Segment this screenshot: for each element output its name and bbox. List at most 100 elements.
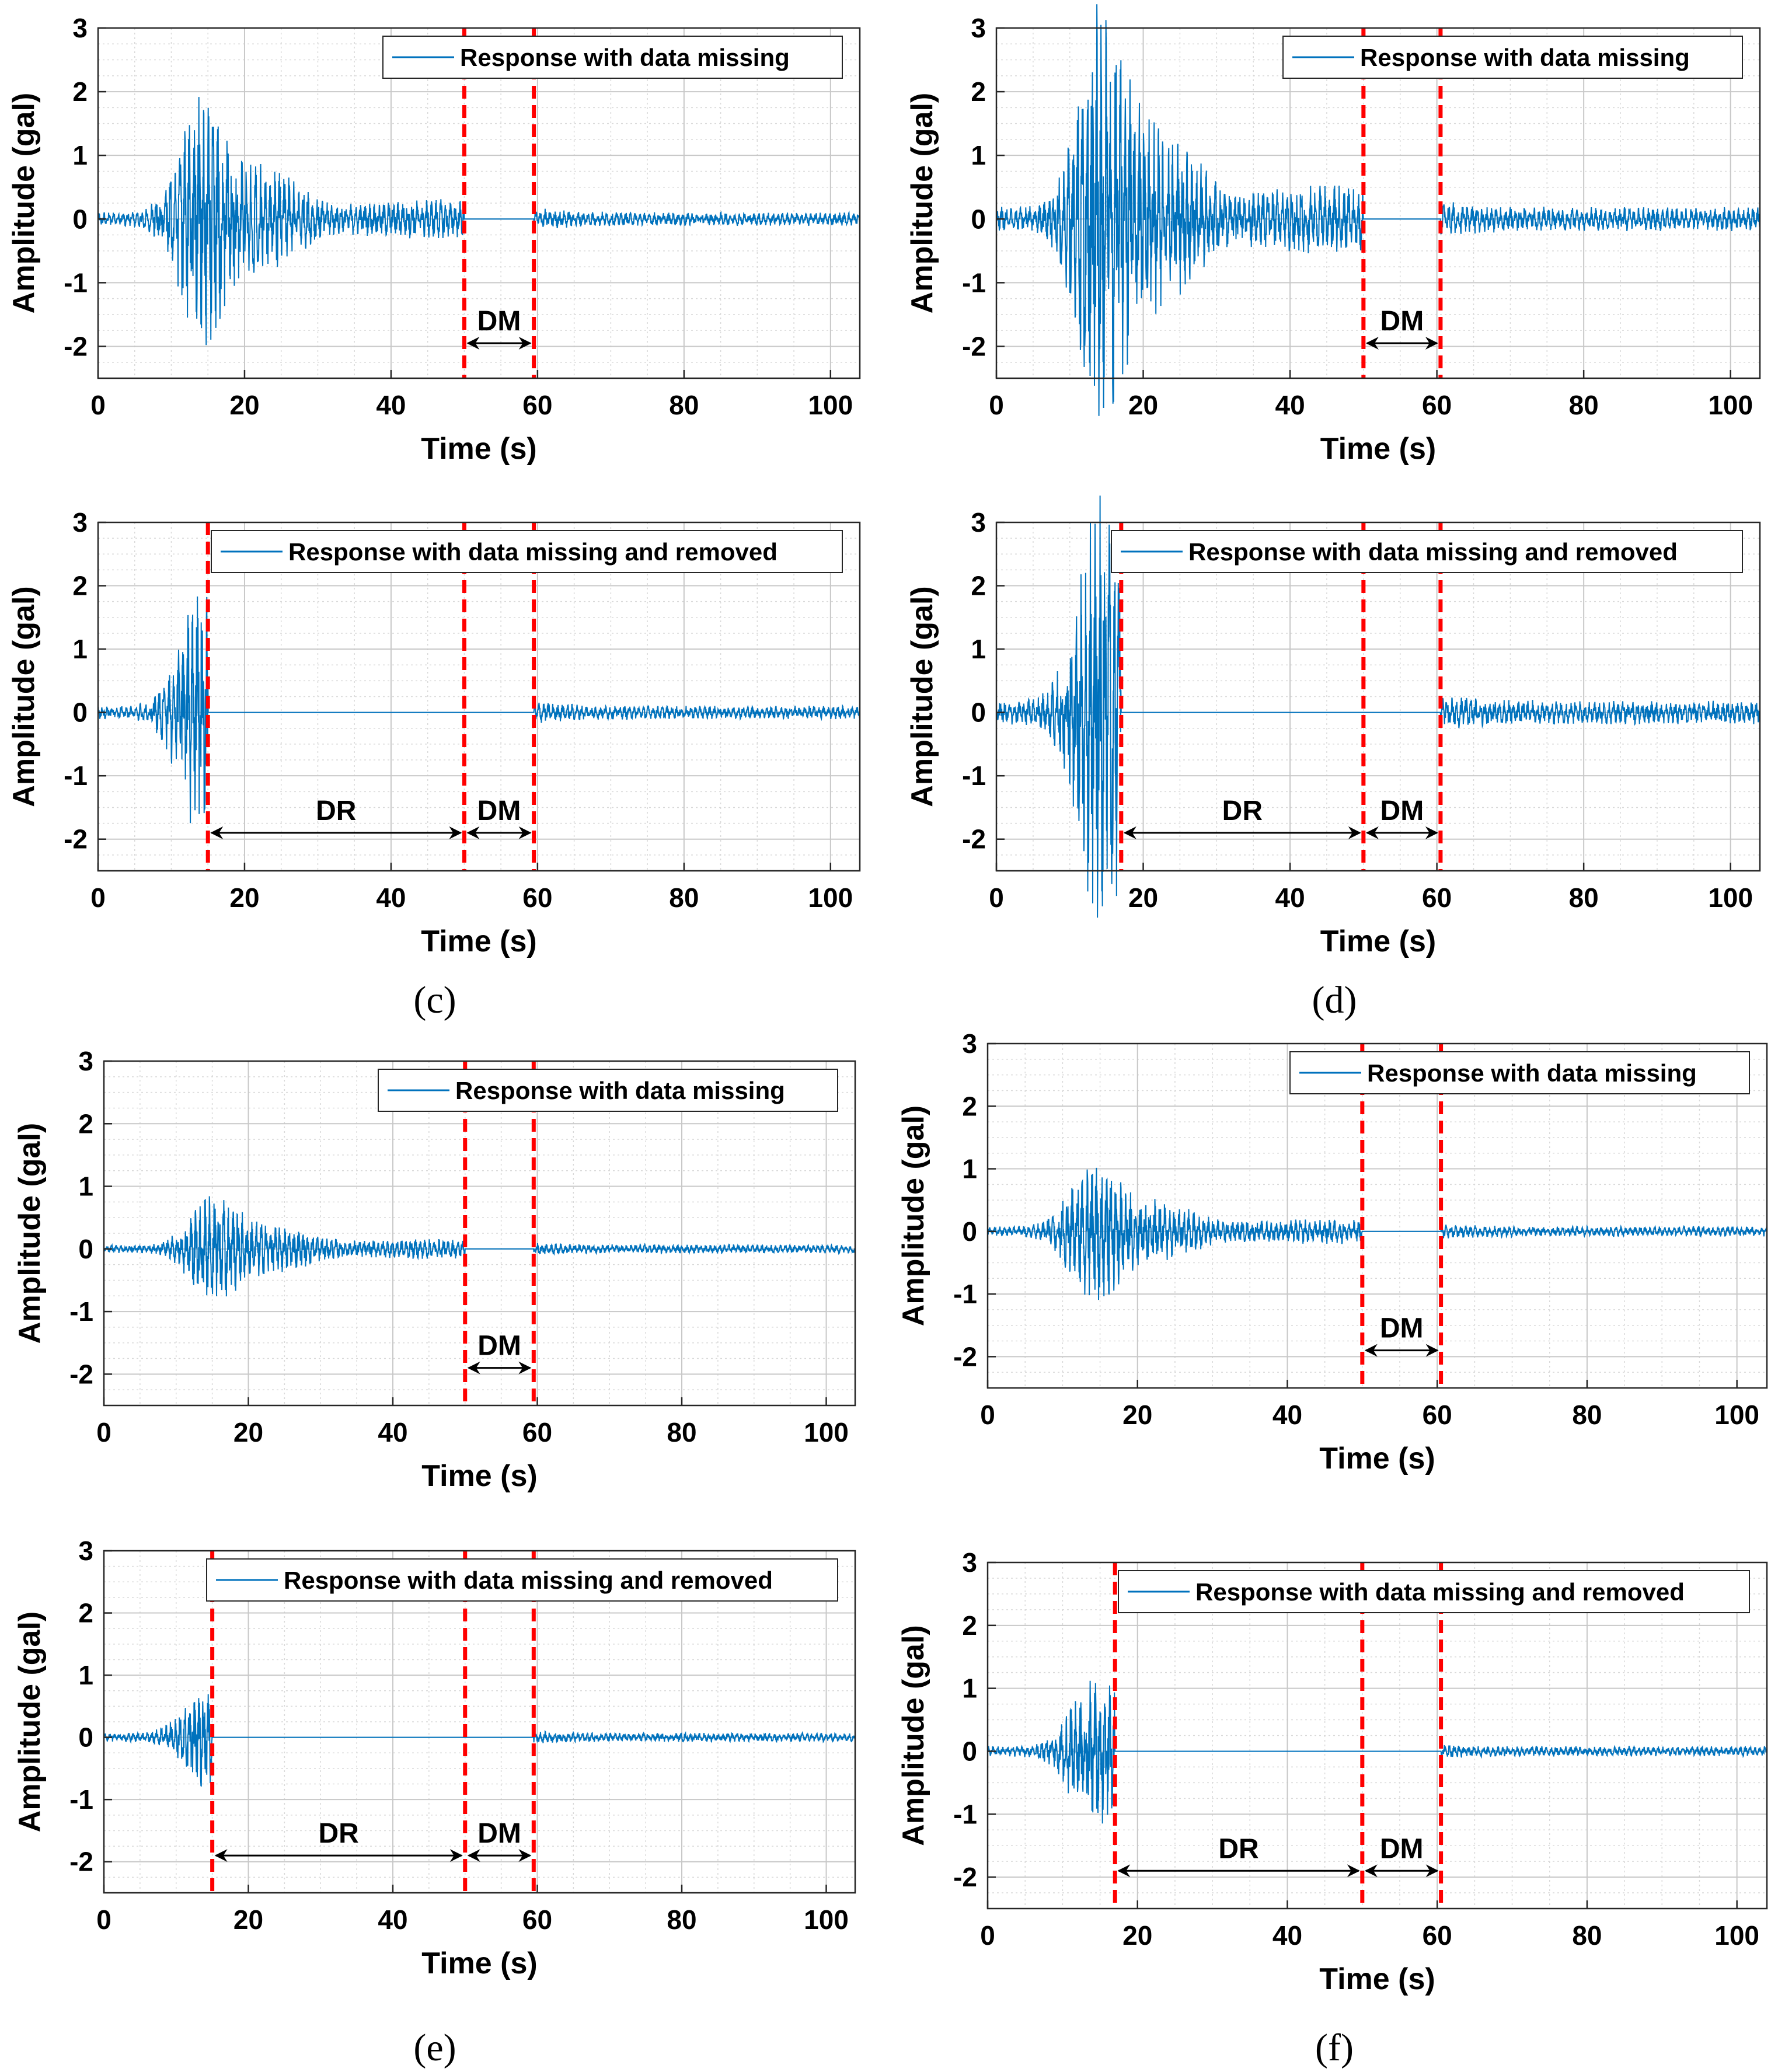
x-tick-label: 20 <box>1122 1400 1152 1430</box>
panel-c-bottom: 0 20 40 60 80 100 -2 -1 0 1 2 3 Time (s) Amplitude (g… <box>7 507 861 958</box>
series-line <box>987 1167 1767 1300</box>
annotation-label-dm: DM <box>1380 1313 1424 1344</box>
x-tick-label: 60 <box>522 1417 552 1447</box>
x-axis-label: Time (s) <box>421 432 536 466</box>
annotation-label-dr: DR <box>316 796 356 826</box>
y-tick-label: 2 <box>72 571 88 601</box>
annotation-label-dm: DM <box>477 1818 521 1849</box>
y-tick-label: 3 <box>962 1028 977 1059</box>
caption-e: (e) <box>413 2026 456 2069</box>
legend-box <box>382 36 843 79</box>
x-tick-label: 60 <box>522 882 552 913</box>
x-tick-label: 80 <box>1572 1400 1602 1430</box>
x-tick-label: 60 <box>522 1904 552 1935</box>
x-tick-label: 20 <box>233 1904 263 1935</box>
y-tick-label: -2 <box>64 331 88 361</box>
y-tick-label: 2 <box>72 76 88 107</box>
y-tick-label: 1 <box>78 1660 93 1690</box>
x-axis-label: Time (s) <box>421 1947 537 1980</box>
y-tick-label: -1 <box>962 761 986 791</box>
annotation-arrowhead-left <box>1364 1344 1378 1357</box>
series-line <box>987 1680 1767 1824</box>
x-tick-label: 0 <box>90 882 106 913</box>
caption-f: (f) <box>1315 2026 1354 2069</box>
annotation-arrowhead-right <box>1425 1864 1439 1878</box>
y-axis-label: Amplitude (gal) <box>7 586 41 807</box>
x-axis-label: Time (s) <box>1320 432 1436 466</box>
annotation-arrowhead-left <box>467 1849 480 1862</box>
series-line <box>97 596 860 824</box>
x-tick-label: 60 <box>522 390 552 420</box>
x-tick-label: 100 <box>1708 882 1753 913</box>
x-tick-label: 40 <box>378 1904 407 1935</box>
annotation-label-dm: DM <box>1380 306 1424 337</box>
y-tick-label: 0 <box>78 1234 93 1264</box>
y-tick-label: 2 <box>962 1610 977 1641</box>
series-line <box>103 1694 856 1787</box>
y-tick-label: 3 <box>971 13 986 43</box>
y-tick-label: 1 <box>72 140 88 170</box>
y-tick-label: 3 <box>72 507 88 538</box>
axes-box <box>995 27 1761 379</box>
annotation-arrowhead-right <box>1425 826 1438 839</box>
x-tick-label: 100 <box>808 882 853 913</box>
x-tick-label: 40 <box>1275 882 1305 913</box>
annotation-arrowhead-left <box>1365 826 1379 839</box>
y-tick-label: 1 <box>971 634 986 664</box>
annotation-label-dm: DM <box>477 796 521 826</box>
x-tick-label: 0 <box>980 1400 995 1430</box>
y-tick-label: 3 <box>72 13 88 43</box>
y-tick-label: 2 <box>78 1108 93 1139</box>
x-tick-label: 80 <box>669 882 699 913</box>
y-tick-label: -2 <box>953 1341 977 1372</box>
panel-e-top: 0 20 40 60 80 100 -2 -1 0 1 2 3 Time (s) Amplitude (g… <box>13 1046 856 1493</box>
annotation-arrowhead-right <box>449 826 462 839</box>
caption-d: (d) <box>1312 979 1357 1021</box>
x-tick-label: 20 <box>229 882 259 913</box>
x-tick-label: 0 <box>989 882 1004 913</box>
annotation-arrowhead-left <box>1365 337 1379 350</box>
x-axis-label: Time (s) <box>1319 1962 1435 1996</box>
y-tick-label: 3 <box>78 1536 93 1566</box>
legend-box <box>1289 1051 1750 1094</box>
annotation-label-dm: DM <box>477 1331 521 1362</box>
y-axis-label: Amplitude (gal) <box>7 93 41 313</box>
annotation-arrowhead-right <box>518 1361 532 1375</box>
y-tick-label: -1 <box>953 1279 977 1309</box>
y-tick-label: 0 <box>78 1722 93 1753</box>
x-tick-label: 0 <box>90 390 106 420</box>
x-axis-label: Time (s) <box>421 925 536 958</box>
y-tick-label: 2 <box>962 1091 977 1121</box>
y-tick-label: -1 <box>953 1799 977 1829</box>
y-tick-label: 1 <box>962 1154 977 1184</box>
y-tick-label: 0 <box>72 204 88 234</box>
y-tick-label: -2 <box>69 1359 93 1389</box>
annotation-label-dm: DM <box>1380 1833 1424 1864</box>
annotation-arrowhead-left <box>1117 1864 1131 1878</box>
y-tick-label: 0 <box>971 204 986 234</box>
annotation-arrowhead-right <box>1425 337 1438 350</box>
x-tick-label: 40 <box>1275 390 1305 420</box>
x-tick-label: 60 <box>1423 1920 1452 1951</box>
y-tick-label: 1 <box>971 140 986 170</box>
y-tick-label: -1 <box>962 267 986 298</box>
annotation-arrowhead-right <box>1347 1864 1360 1878</box>
panel-c-top: 0 20 40 60 80 100 -2 -1 0 1 2 3 Time (s) Amplitude (g… <box>7 13 861 466</box>
y-tick-label: -2 <box>962 824 986 854</box>
x-axis-label: Time (s) <box>1319 1442 1435 1475</box>
y-tick-label: 1 <box>78 1171 93 1202</box>
axes-box <box>103 1060 856 1407</box>
x-tick-label: 40 <box>378 1417 407 1447</box>
panel-e-bottom: 0 20 40 60 80 100 -2 -1 0 1 2 3 Time (s) Amplitude (g… <box>13 1536 856 1980</box>
annotation-arrowhead-right <box>518 337 532 350</box>
y-axis-label: Amplitude (gal) <box>905 93 939 313</box>
legend-label: Response with data missing and removed <box>1195 1578 1685 1606</box>
x-axis-label: Time (s) <box>421 1459 537 1493</box>
annotation-arrowhead-left <box>214 1849 228 1862</box>
annotation-arrowhead-left <box>466 337 480 350</box>
annotation-arrowhead-right <box>518 826 532 839</box>
y-tick-label: -1 <box>64 761 88 791</box>
series-line <box>996 496 1760 918</box>
y-tick-label: 2 <box>971 76 986 107</box>
panel-f-bottom: 0 20 40 60 80 100 -2 -1 0 1 2 3 Time (s) Amplitude (g… <box>897 1547 1768 1996</box>
